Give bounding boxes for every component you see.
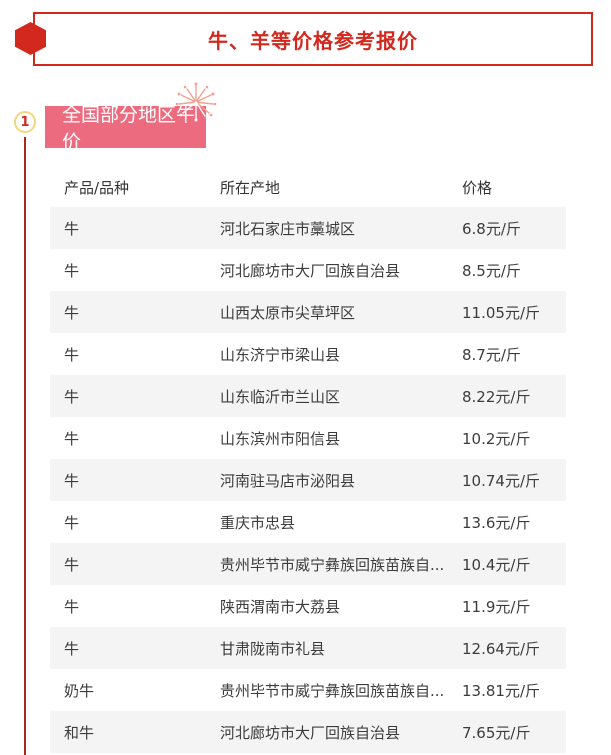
price-table: 产品/品种 所在产地 价格 牛 河北石家庄市藁城区 6.8元/斤 牛 河北廊坊市…: [50, 167, 566, 753]
price-cell: 13.81元/斤: [462, 681, 540, 700]
price-cell: 10.4元/斤: [462, 555, 531, 574]
table-row: 牛 河南驻马店市泌阳县 10.74元/斤: [50, 459, 566, 501]
product-cell: 奶牛: [64, 681, 95, 700]
location-cell: 贵州毕节市威宁彝族回族苗族自...: [220, 681, 445, 700]
price-cell: 8.22元/斤: [462, 387, 531, 406]
price-cell: 10.74元/斤: [462, 471, 540, 490]
location-cell: 山东临沂市兰山区: [220, 387, 341, 406]
table-row: 牛 山东济宁市梁山县 8.7元/斤: [50, 333, 566, 375]
product-cell: 牛: [64, 429, 80, 448]
price-cell: 11.05元/斤: [462, 303, 540, 322]
price-cell: 12.64元/斤: [462, 639, 540, 658]
product-cell: 牛: [64, 345, 80, 364]
price-cell: 6.8元/斤: [462, 219, 521, 238]
location-cell: 河北石家庄市藁城区: [220, 219, 356, 238]
product-cell: 牛: [64, 555, 80, 574]
location-cell: 山西太原市尖草坪区: [220, 303, 356, 322]
table-row: 牛 山西太原市尖草坪区 11.05元/斤: [50, 291, 566, 333]
table-row: 牛 重庆市忠县 13.6元/斤: [50, 501, 566, 543]
table-row: 奶牛 贵州毕节市威宁彝族回族苗族自... 13.81元/斤: [50, 669, 566, 711]
product-cell: 牛: [64, 513, 80, 532]
location-cell: 贵州毕节市威宁彝族回族苗族自...: [220, 555, 445, 574]
column-header-location: 所在产地: [220, 178, 281, 197]
location-cell: 山东济宁市梁山县: [220, 345, 341, 364]
table-row: 牛 山东滨州市阳信县 10.2元/斤: [50, 417, 566, 459]
product-cell: 牛: [64, 261, 80, 280]
location-cell: 陕西渭南市大荔县: [220, 597, 341, 616]
section-number-badge: 1: [14, 111, 36, 133]
product-cell: 牛: [64, 387, 80, 406]
product-cell: 牛: [64, 303, 80, 322]
location-cell: 河北廊坊市大厂回族自治县: [220, 723, 401, 742]
section-title: 全国部分地区牛价: [62, 104, 196, 153]
price-cell: 7.65元/斤: [462, 723, 531, 742]
table-row: 牛 陕西渭南市大荔县 11.9元/斤: [50, 585, 566, 627]
location-cell: 重庆市忠县: [220, 513, 296, 532]
column-header-price: 价格: [462, 178, 493, 197]
location-cell: 山东滨州市阳信县: [220, 429, 341, 448]
product-cell: 牛: [64, 471, 80, 490]
product-cell: 牛: [64, 639, 80, 658]
location-cell: 甘肃陇南市礼县: [220, 639, 326, 658]
location-cell: 河北廊坊市大厂回族自治县: [220, 261, 401, 280]
column-header-product: 产品/品种: [64, 178, 130, 197]
price-cell: 11.9元/斤: [462, 597, 531, 616]
table-row: 牛 山东临沂市兰山区 8.22元/斤: [50, 375, 566, 417]
product-cell: 牛: [64, 219, 80, 238]
table-body: 牛 河北石家庄市藁城区 6.8元/斤 牛 河北廊坊市大厂回族自治县 8.5元/斤…: [50, 207, 566, 753]
price-cell: 13.6元/斤: [462, 513, 531, 532]
location-cell: 河南驻马店市泌阳县: [220, 471, 356, 490]
table-row: 牛 贵州毕节市威宁彝族回族苗族自... 10.4元/斤: [50, 543, 566, 585]
page-title: 牛、羊等价格参考报价: [208, 28, 418, 53]
timeline-divider: [24, 137, 26, 755]
table-row: 牛 甘肃陇南市礼县 12.64元/斤: [50, 627, 566, 669]
price-cell: 8.7元/斤: [462, 345, 521, 364]
table-row: 牛 河北石家庄市藁城区 6.8元/斤: [50, 207, 566, 249]
product-cell: 牛: [64, 597, 80, 616]
price-cell: 10.2元/斤: [462, 429, 531, 448]
table-header-row: 产品/品种 所在产地 价格: [50, 167, 566, 207]
section-title-badge: 全国部分地区牛价: [45, 104, 206, 153]
table-row: 和牛 河北廊坊市大厂回族自治县 7.65元/斤: [50, 711, 566, 753]
price-cell: 8.5元/斤: [462, 261, 521, 280]
banner-box: 牛、羊等价格参考报价: [33, 12, 593, 66]
table-row: 牛 河北廊坊市大厂回族自治县 8.5元/斤: [50, 249, 566, 291]
product-cell: 和牛: [64, 723, 95, 742]
